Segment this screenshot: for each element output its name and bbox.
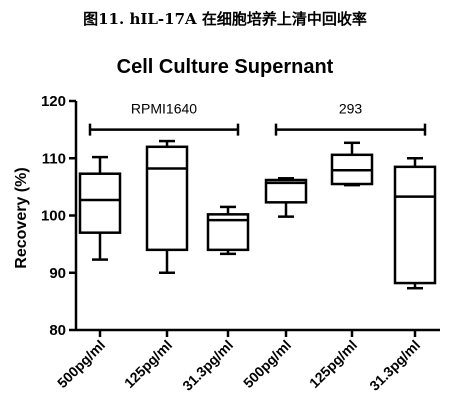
box-iqr — [145, 145, 189, 252]
group-label: RPMI1640 — [131, 101, 197, 117]
box-2 — [145, 139, 189, 274]
box-4 — [264, 177, 308, 218]
figure-caption: 图11. hIL-17A 在细胞培养上清中回收率 — [83, 10, 367, 28]
x-tick-label: 125pg/ml — [306, 337, 360, 391]
group-label: 293 — [339, 101, 363, 117]
y-tick-label: 110 — [42, 150, 66, 167]
box-6 — [393, 157, 437, 290]
x-tick-label: 500pg/ml — [54, 337, 108, 391]
y-tick-label: 100 — [41, 208, 66, 225]
box-5 — [330, 141, 374, 187]
x-tick-label: 31.3pg/ml — [366, 337, 423, 394]
y-tick-label: 120 — [41, 93, 66, 110]
group-bracket-1: RPMI1640 — [88, 101, 240, 136]
box-1 — [78, 155, 122, 261]
box-iqr — [393, 165, 437, 285]
box-3 — [206, 205, 250, 256]
x-tick-label: 125pg/ml — [121, 337, 175, 391]
box-iqr — [78, 172, 122, 234]
box-iqr — [264, 178, 308, 204]
group-bracket-2: 293 — [274, 101, 427, 136]
chart-title: Cell Culture Supernant — [116, 56, 334, 78]
x-tick-label: 500pg/ml — [240, 337, 294, 391]
y-tick-label: 80 — [49, 322, 66, 339]
y-axis-title: Recovery (%) — [13, 167, 30, 268]
y-tick-label: 90 — [49, 265, 66, 282]
x-tick-label: 31.3pg/ml — [179, 337, 236, 394]
